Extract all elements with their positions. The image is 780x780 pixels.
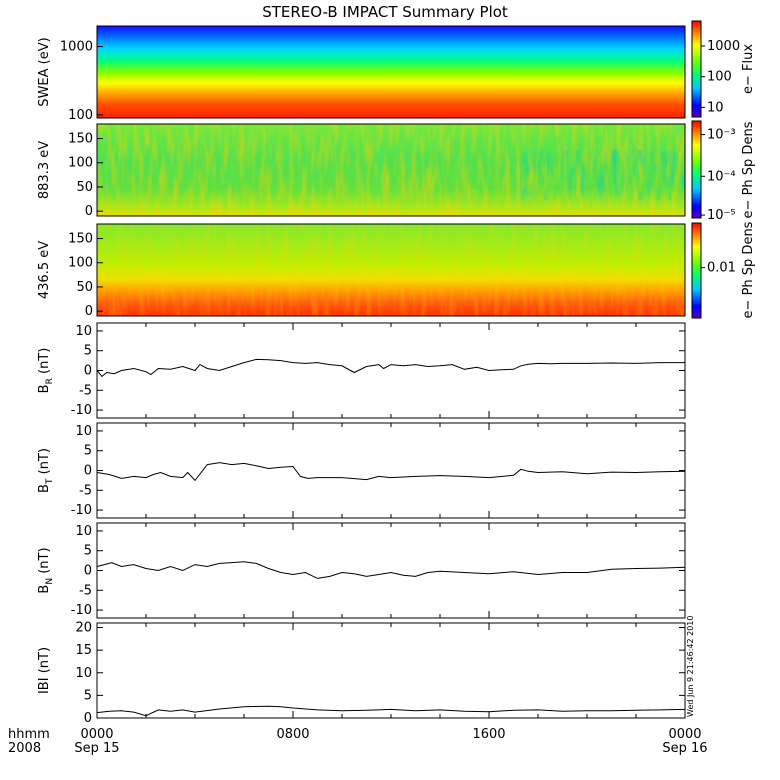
- Bmag-frame: [96, 622, 686, 719]
- colorbars: 10 100 1000 10⁻⁵ 10⁻⁴ 10⁻³ 0.01 e− Flux e− Ph Sp…: [691, 20, 756, 319]
- swea-frame: [96, 25, 686, 119]
- BT-ytick-label: -10: [71, 503, 92, 518]
- BN-frame: [96, 522, 686, 619]
- Bmag-ytick-label: 10: [75, 666, 92, 681]
- BR-ylabel: BR (nT): [37, 348, 55, 394]
- BR-ytick-label: -10: [71, 403, 92, 418]
- BN-ylabel: BN (nT): [37, 547, 55, 593]
- BN-ytick-label: 10: [75, 524, 92, 539]
- swea-cbar-title: e− Flux: [741, 44, 756, 94]
- BN-series-line: [96, 561, 686, 579]
- Bmag-ylabel: IBI (nT): [37, 647, 52, 694]
- year-label: 2008: [8, 741, 41, 756]
- BN-ytick-label: -10: [71, 603, 92, 618]
- pad436-colorbar: [691, 222, 702, 319]
- pad883-ylabel: 883.3 eV: [37, 141, 52, 199]
- timestamp-label: Wed Jun 9 21:46:42 2010: [686, 616, 695, 718]
- BR-ytick-label: 10: [75, 324, 92, 339]
- Bmag-series-line: [96, 705, 686, 717]
- BT-frame: [96, 422, 686, 519]
- pad436-texture: [97, 224, 685, 316]
- pad883-frame: [96, 123, 686, 217]
- swea-colorbar: [691, 20, 702, 118]
- pad883-texture-cyan: [520, 150, 685, 200]
- xtick-time-label: 0000: [80, 727, 113, 742]
- xtick-date-label: Sep 15: [74, 741, 119, 756]
- pad883-ytick-label: 0: [85, 204, 93, 219]
- pad883-cbar-label: 10⁻⁵: [707, 208, 736, 223]
- pad436-cbar-label: 0.01: [707, 261, 736, 276]
- BT-panel: -10 -5 0 5 10 BT (nT): [37, 422, 686, 519]
- xtick-time-label: 0000: [668, 727, 701, 742]
- Bmag-ytick-label: 0: [84, 711, 92, 726]
- BR-panel: -10 -5 0 5 10 BR (nT): [37, 322, 686, 419]
- swea-spectrogram: [97, 26, 685, 118]
- pad883-cbar-label: 10⁻³: [707, 128, 736, 143]
- pad883-colorbar: [691, 120, 702, 219]
- BR-ytick-label: 5: [84, 344, 92, 359]
- BT-ylabel: BT (nT): [37, 448, 55, 493]
- xtick-time-label: 1600: [472, 727, 505, 742]
- pad883-cbar-label: 10⁻⁴: [707, 169, 736, 184]
- BN-ytick-label: 5: [84, 544, 92, 559]
- pad436-cbar-title: e− Ph Sp Dens: [741, 221, 756, 318]
- BN-panel: -10 -5 0 5 10 BN (nT): [37, 522, 686, 619]
- pad436-ytick-label: 150: [68, 232, 93, 247]
- Bmag-ytick-label: 5: [84, 688, 92, 703]
- BR-ytick-label: 0: [84, 364, 92, 379]
- BR-ytick-label: -5: [79, 383, 92, 398]
- BR-series-line: [96, 358, 685, 378]
- pad436-frame: [96, 223, 686, 317]
- pad883-ytick-label: 50: [76, 180, 93, 195]
- BT-ytick-label: 5: [84, 444, 92, 459]
- BT-ytick-label: 10: [75, 424, 92, 439]
- BT-ytick-label: -5: [79, 483, 92, 498]
- swea-ytick-label: 100: [68, 108, 93, 123]
- pad436-ylabel: 436.5 eV: [37, 241, 52, 299]
- chart-title: STEREO-B IMPACT Summary Plot: [262, 3, 508, 21]
- pad436-ytick-label: 100: [68, 256, 93, 271]
- BN-ytick-label: -5: [79, 583, 92, 598]
- pad436-ytick-label: 0: [85, 304, 93, 319]
- swea-cbar-label: 1000: [707, 39, 740, 54]
- BT-ytick-label: 0: [84, 464, 92, 479]
- swea-panel: [96, 25, 686, 119]
- Bmag-ytick-label: 20: [75, 621, 92, 636]
- pad883-panel: [96, 123, 686, 217]
- pad883-ytick-label: 150: [68, 132, 93, 147]
- swea-cbar-label: 10: [707, 100, 724, 115]
- Bmag-ytick-label: 15: [75, 643, 92, 658]
- pad883-ytick-label: 100: [68, 156, 93, 171]
- swea-ytick-label: 1000: [60, 40, 93, 55]
- BT-series-line: [96, 462, 686, 482]
- spectrogram-axes: 100 1000 SWEA (eV) 0 50 100 150 883.3 eV 0 50 100 1…: [37, 37, 103, 319]
- pad436-ytick-label: 50: [76, 280, 93, 295]
- swea-cbar-label: 100: [707, 70, 732, 85]
- magnetic-field-panels: -10 -5 0 5 10 BR (nT) -10 -5 0 5 10 BT (nT) -10 -5 0 5 1…: [37, 322, 686, 726]
- xtick-time-label: 0800: [276, 727, 309, 742]
- Bmag-panel: 0 5 10 15 20 IBI (nT): [37, 621, 686, 726]
- pad883-cbar-title: e− Ph Sp Dens: [741, 121, 756, 218]
- xtick-date-label: Sep 16: [662, 741, 707, 756]
- pad436-panel: [96, 223, 686, 317]
- BR-frame: [96, 322, 686, 419]
- time-format-label: hhmm: [8, 727, 50, 742]
- BN-ytick-label: 0: [84, 564, 92, 579]
- swea-ylabel: SWEA (eV): [37, 37, 52, 106]
